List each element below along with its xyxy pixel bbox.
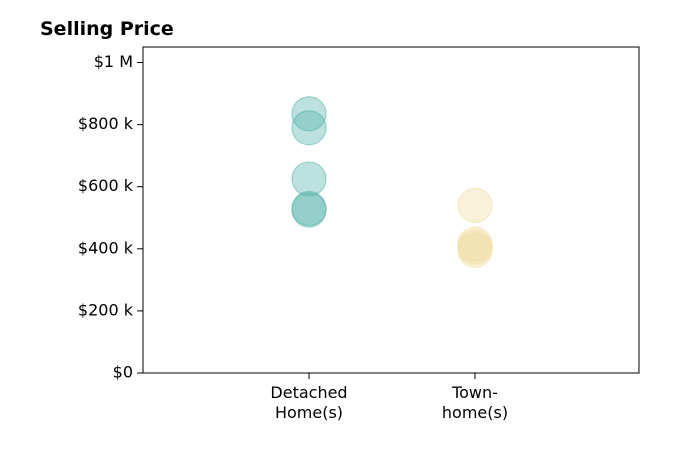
x-tick-label: Detached <box>270 383 347 402</box>
detached-home-price-point <box>291 110 327 146</box>
townhome-price-point <box>457 187 493 223</box>
y-tick-label: $800 k <box>78 114 134 133</box>
x-tick-label: Town- <box>451 383 498 402</box>
x-tick-label: Home(s) <box>275 403 343 422</box>
y-tick-label: $400 k <box>78 238 134 257</box>
y-tick-label: $600 k <box>78 176 134 195</box>
y-tick-label: $1 M <box>94 52 133 71</box>
y-tick-label: $0 <box>113 363 133 382</box>
chart-title: Selling Price <box>40 18 174 40</box>
data-points <box>291 96 493 268</box>
detached-home-price-point <box>291 96 327 132</box>
townhome-price-point <box>457 232 493 268</box>
detached-home-price-point <box>291 192 327 228</box>
detached-home-price-point <box>291 161 327 197</box>
y-axis: $0 $200 k $400 k $600 k $800 k $1 M <box>78 52 143 382</box>
x-tick-label: home(s) <box>442 403 508 422</box>
plot-frame <box>142 46 640 374</box>
y-tick-label: $200 k <box>78 300 134 319</box>
